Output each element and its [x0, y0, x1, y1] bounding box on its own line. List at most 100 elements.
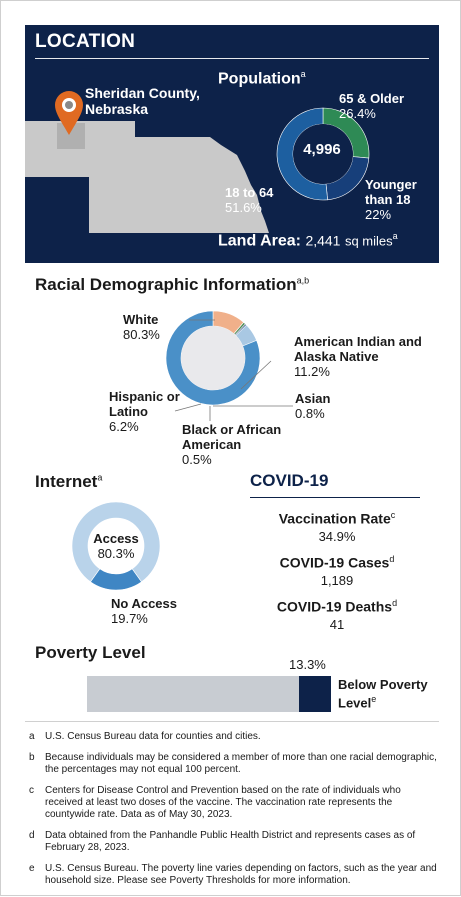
value-black: 0.5%: [182, 452, 212, 467]
racial-title: Racial Demographic Informationa,b: [35, 275, 309, 295]
race-label-hispanic: Hispanic or Latino 6.2%: [109, 389, 189, 434]
poverty-bar-fill: [298, 676, 331, 712]
race-label-black: Black or African American 0.5%: [182, 422, 302, 467]
covid-divider: [250, 497, 420, 498]
internet-slice-no-access: [90, 568, 142, 591]
race-label-asian: Asian 0.8%: [295, 391, 375, 421]
label-asian: Asian: [295, 391, 331, 406]
label-hispanic: Hispanic or Latino: [109, 389, 180, 419]
land-area-label: Land Area:: [218, 232, 301, 250]
value-white: 80.3%: [123, 327, 160, 342]
land-area-sup: a: [392, 231, 398, 241]
value-hispanic: 6.2%: [109, 419, 139, 434]
covid-cases: COVID-19 Casesd 1,189: [237, 554, 437, 588]
land-area-value: 2,441: [305, 232, 341, 249]
population-label-younger-18: Younger than 18 22%: [365, 177, 439, 222]
label-younger-18: Younger than 18: [365, 177, 417, 207]
vaccination-label-row: Vaccination Ratec: [237, 510, 437, 527]
population-label-18-64: 18 to 64 51.6%: [225, 185, 305, 215]
poverty-label-sup: e: [371, 694, 377, 704]
label-access: Access: [93, 531, 139, 546]
race-slice-black-or-african-american: [234, 323, 247, 336]
footnote-letter: e: [29, 863, 35, 874]
footnote-text: U.S. Census Bureau data for counties and…: [45, 731, 261, 742]
cases-value: 1,189: [320, 572, 354, 588]
value-no-access: 19.7%: [111, 611, 148, 626]
vaccination-label: Vaccination Rate: [278, 510, 391, 527]
footnote-letter: b: [29, 752, 35, 763]
value-65-older: 26.4%: [339, 106, 376, 121]
vaccination-value: 34.9%: [318, 528, 356, 544]
population-donut-chart: [276, 107, 370, 201]
internet-title-text: Internet: [35, 472, 98, 491]
internet-title-sup: a: [97, 472, 103, 483]
location-divider: [35, 58, 429, 59]
label-american-indian: American Indian and Alaska Native: [294, 334, 422, 364]
location-title: LOCATION: [35, 31, 136, 52]
population-label-65-older: 65 & Older 26.4%: [339, 91, 439, 121]
location-panel: LOCATION Sheridan County, Nebraska Popul…: [25, 25, 439, 263]
label-black: Black or African American: [182, 422, 282, 452]
poverty-percent: 13.3%: [289, 657, 326, 672]
label-no-access: No Access: [111, 596, 177, 611]
cases-label: COVID-19 Cases: [279, 554, 390, 571]
poverty-label-text: Below Poverty Level: [338, 677, 428, 711]
population-title-sup: a: [300, 69, 306, 79]
poverty-label: Below Poverty Levele: [338, 677, 460, 710]
footnote-letter: c: [29, 785, 34, 796]
leader-american-indian: [240, 360, 272, 390]
cases-label-row: COVID-19 Casesd: [237, 554, 437, 571]
covid-vaccination: Vaccination Ratec 34.9%: [237, 510, 437, 544]
deaths-sup: d: [392, 598, 398, 608]
race-label-white: White 80.3%: [123, 312, 203, 342]
population-total: 4,996: [303, 141, 341, 158]
deaths-value: 41: [329, 616, 345, 632]
deaths-label: COVID-19 Deaths: [276, 598, 393, 615]
vaccination-sup: c: [390, 510, 396, 520]
race-slice-hispanic-or-latino: [235, 324, 257, 347]
internet-no-access-label: No Access 19.7%: [111, 596, 201, 626]
footnote-text: Centers for Disease Control and Preventi…: [45, 785, 401, 820]
covid-title: COVID-19: [250, 471, 329, 490]
footnote-letter: d: [29, 830, 35, 841]
race-label-american-indian: American Indian and Alaska Native 11.2%: [294, 334, 434, 379]
footnote-d: d Data obtained from the Panhandle Public…: [29, 830, 439, 854]
value-american-indian: 11.2%: [294, 364, 330, 379]
population-title: Populationa: [218, 69, 306, 88]
footnote-text: Because individuals may be considered a …: [45, 752, 437, 775]
internet-title: Interneta: [35, 472, 102, 492]
footnote-text: U.S. Census Bureau. The poverty line var…: [45, 863, 437, 886]
internet-center-label: Access 80.3%: [81, 531, 151, 561]
nebraska-state-shape: [25, 121, 269, 233]
value-access: 80.3%: [97, 546, 135, 561]
racial-title-sup: a,b: [296, 275, 310, 286]
footnote-e: e U.S. Census Bureau. The poverty line va…: [29, 863, 439, 887]
footnote-letter: a: [29, 731, 35, 742]
population-center: [293, 124, 353, 184]
label-18-64: 18 to 64: [225, 185, 274, 200]
footnote-text: Data obtained from the Panhandle Public …: [45, 830, 416, 853]
label-white: White: [123, 312, 159, 327]
race-slice-american-indian-and-alaska-native: [212, 310, 245, 335]
race-slice-asian: [233, 321, 246, 336]
cases-sup: d: [389, 554, 395, 564]
footnotes: a U.S. Census Bureau data for counties an…: [29, 731, 439, 896]
land-area: Land Area: 2,441 sq milesa: [218, 231, 398, 250]
footnotes-divider: [25, 721, 439, 722]
value-asian: 0.8%: [295, 406, 325, 421]
footnote-c: c Centers for Disease Control and Prevent…: [29, 785, 439, 821]
racial-title-text: Racial Demographic Information: [35, 275, 297, 294]
location-graphic: [25, 91, 370, 233]
poverty-bar-track: [87, 676, 331, 712]
value-18-64: 51.6%: [225, 200, 262, 215]
poverty-title: Poverty Level: [35, 643, 146, 662]
covid-deaths: COVID-19 Deathsd 41: [237, 598, 437, 632]
population-title-text: Population: [218, 70, 301, 88]
land-area-unit: sq miles: [344, 233, 393, 249]
county-name: Sheridan County, Nebraska: [85, 85, 200, 117]
footnote-b: b Because individuals may be considered a…: [29, 752, 439, 776]
location-pin-icon: [55, 91, 83, 135]
label-65-older: 65 & Older: [339, 91, 405, 106]
footnote-a: a U.S. Census Bureau data for counties an…: [29, 731, 439, 743]
